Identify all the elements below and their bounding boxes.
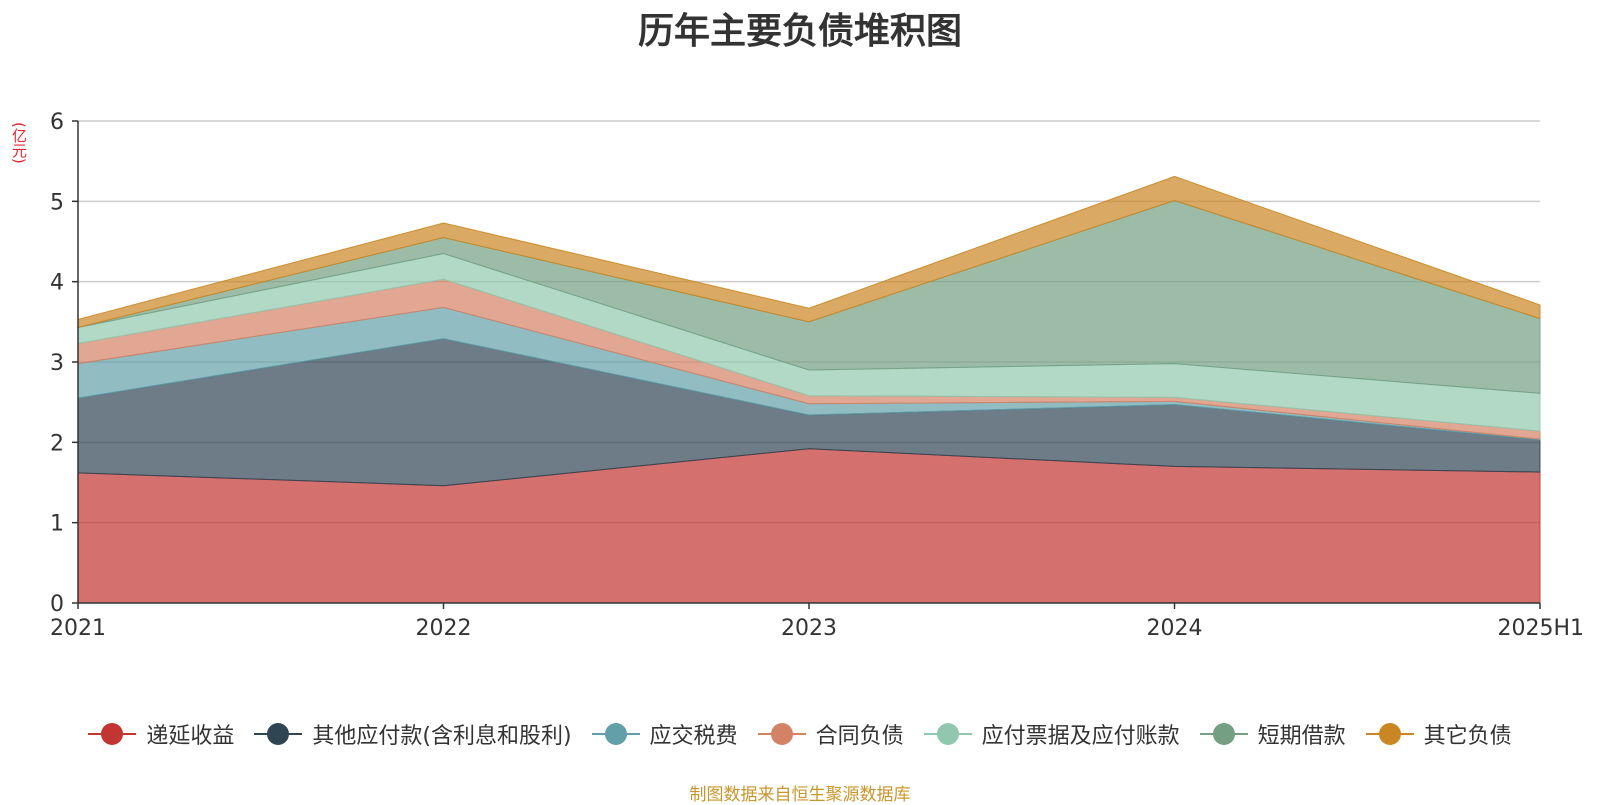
x-tick-label: 2022 [416,616,472,641]
x-tick-label: 2021 [50,616,106,641]
legend-marker-icon [1199,722,1248,746]
legend-item-2[interactable]: 应交税费 [591,718,738,750]
chart-title: 历年主要负债堆积图 [637,11,962,52]
legend-item-0[interactable]: 递延收益 [88,718,234,750]
legend-item-1[interactable]: 其他应付款(含利息和股利) [254,718,572,750]
legend-marker-icon [591,722,640,746]
y-tick-label: 2 [50,431,64,456]
legend-item-6[interactable]: 其它负债 [1365,718,1512,750]
legend-marker-icon [757,722,806,746]
legend-marker-icon [1365,722,1414,746]
legend: 递延收益 其他应付款(含利息和股利) 应交税费 合同负债 应付票据及应付账款 短期借款 其它… [0,718,1600,750]
x-tick-label: 2025H1 [1497,616,1584,641]
tick-labels: 0 1 2 3 4 5 6 2021 2022 2023 2024 2025H1 [50,110,1584,641]
y-tick-label: 3 [50,351,64,376]
source-note: 制图数据来自恒生聚源数据库 [689,785,911,805]
legend-label: 应交税费 [649,724,738,749]
legend-label: 其他应付款(含利息和股利) [312,724,572,749]
legend-marker-icon [923,722,972,746]
x-tick-label: 2023 [781,616,837,641]
y-tick-label: 4 [50,271,64,296]
y-axis-unit-label: (亿元) [10,122,28,164]
y-tick-label: 1 [50,512,64,537]
y-tick-label: 6 [50,110,64,135]
y-tick-label: 5 [50,190,64,215]
x-tick-label: 2024 [1147,616,1203,641]
legend-label: 递延收益 [146,724,235,749]
legend-item-3[interactable]: 合同负债 [757,718,904,750]
legend-marker-icon [88,722,137,746]
y-tick-label: 0 [50,592,64,617]
legend-label: 短期借款 [1257,724,1346,749]
area-series [77,175,1541,604]
legend-marker-icon [254,722,303,746]
legend-label: 应付票据及应付账款 [981,724,1180,749]
legend-item-4[interactable]: 应付票据及应付账款 [923,718,1180,750]
legend-item-5[interactable]: 短期借款 [1199,718,1346,750]
axes [72,120,1541,609]
legend-label: 合同负债 [815,724,904,749]
legend-label: 其它负债 [1423,724,1512,749]
area-series-6 [77,175,1541,329]
